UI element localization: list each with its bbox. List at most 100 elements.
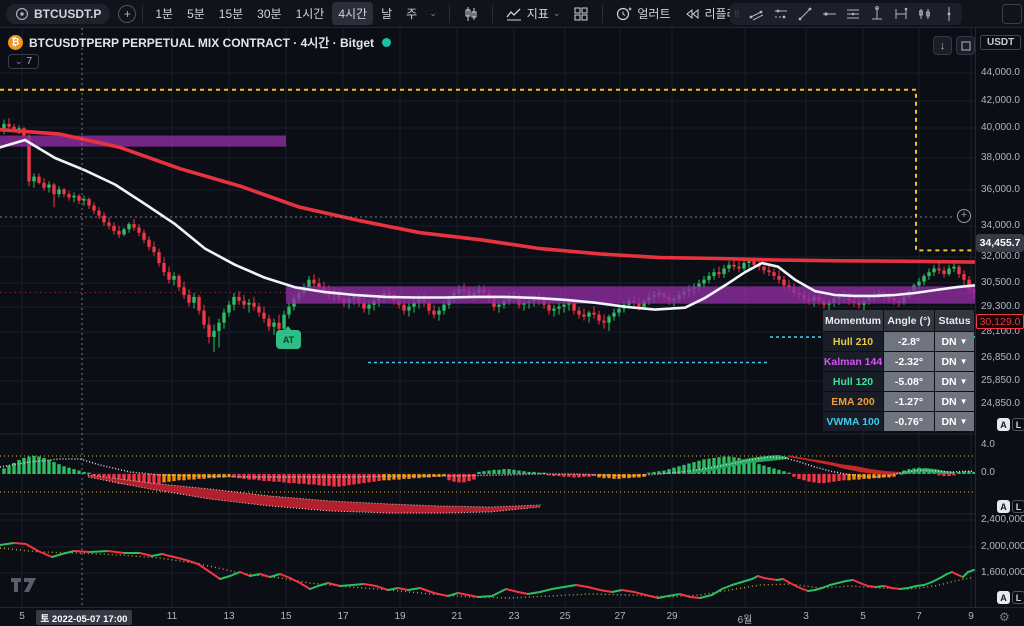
crosshair-price-label: 34,455.7 (976, 234, 1024, 252)
btc-icon: ₿ (8, 35, 23, 50)
momentum-name: Hull 210 (823, 332, 883, 351)
add-alert-plus-icon[interactable]: + (957, 209, 971, 223)
price-tick: 26,850.0 (981, 352, 1020, 363)
interval-button-5분[interactable]: 5분 (187, 7, 205, 21)
parallel-lines-icon[interactable] (844, 5, 862, 23)
indicators-label: 지표 (526, 7, 549, 21)
divider (142, 4, 144, 23)
time-tick: 3 (803, 611, 809, 622)
price-tick: 42,000.0 (981, 95, 1020, 106)
indicators-icon (506, 8, 521, 20)
date-range-icon[interactable] (892, 5, 910, 23)
price-tick: 24,850.0 (981, 398, 1020, 409)
momentum-angle: -2.32° (884, 352, 934, 371)
price-tick: 38,000.0 (981, 152, 1020, 163)
momentum-status: DN ▼ (935, 372, 974, 391)
price-tick: 28,100.0 (981, 326, 1020, 337)
replay-icon (685, 8, 698, 19)
interval-dropdown[interactable]: ⌄ (429, 8, 437, 18)
trend-line-icon[interactable] (796, 5, 814, 23)
price-tick: 25,850.0 (981, 375, 1020, 386)
indicator-collapse-chip[interactable]: ⌄ 7 (8, 54, 40, 69)
square-icon (961, 41, 970, 50)
drag-handle[interactable]: ⠿ (734, 9, 741, 19)
alert-clock-icon (617, 7, 632, 20)
symbol-label: BTCUSDT.P (34, 6, 102, 21)
market-status-dot[interactable] (382, 38, 391, 47)
compare-add-button[interactable]: + (118, 4, 137, 23)
chevron-down-icon: ⌄ (15, 56, 23, 66)
chart-title: BTCUSDTPERP PERPETUAL MIX CONTRACT · 4시간… (29, 36, 374, 50)
chart-style-button[interactable] (456, 2, 486, 26)
indicators-button[interactable]: 지표 ⌄ (499, 2, 567, 26)
momentum-table: Momentum Angle (°) Status Hull 210 -2.8° DN ▼ K… (823, 310, 974, 431)
time-tick: 9 (968, 611, 974, 622)
symbol-search-icon (16, 7, 28, 20)
price-axis[interactable]: USDT 44,000.0 42,000.0 40,000.0 38,000.0 36,… (976, 28, 1024, 608)
settings-gear-icon[interactable]: ⚙ (999, 610, 1010, 624)
fullscreen-button[interactable] (1002, 4, 1022, 24)
auto-scale-button-main[interactable]: A (997, 418, 1010, 431)
divider (602, 4, 604, 23)
currency-chip[interactable]: USDT (980, 35, 1022, 50)
momentum-status: DN ▼ (935, 392, 974, 411)
time-tick: 6월 (737, 615, 753, 626)
price-tick: 1,600,000.0 (981, 567, 1024, 578)
time-tick: 5 (19, 611, 25, 622)
divider (448, 4, 450, 23)
price-tick: 44,000.0 (981, 67, 1020, 78)
at-signal-badge[interactable]: AT (276, 326, 301, 349)
flat-channel-icon[interactable] (772, 5, 790, 23)
momentum-name: VWMA 100 (823, 412, 883, 431)
momentum-name: Hull 120 (823, 372, 883, 391)
momentum-header-1: Angle (°) (884, 310, 934, 331)
price-tick: 40,000.0 (981, 122, 1020, 133)
price-tick: 32,000.0 (981, 251, 1020, 262)
maximize-pane-button[interactable] (956, 36, 975, 55)
parallel-channel-icon[interactable] (748, 5, 766, 23)
bars-pattern-icon[interactable] (916, 5, 934, 23)
scroll-to-recent-button[interactable]: ↓ (933, 36, 952, 55)
chart-legend[interactable]: ₿ BTCUSDTPERP PERPETUAL MIX CONTRACT · 4… (8, 34, 391, 51)
interval-button-1분[interactable]: 1분 (155, 7, 174, 21)
vertical-line-icon[interactable] (940, 5, 958, 23)
time-tick: 17 (337, 611, 349, 622)
log-scale-button-panel2[interactable]: L (1012, 591, 1024, 604)
auto-scale-button-panel1[interactable]: A (997, 500, 1010, 513)
horizontal-ray-icon[interactable] (820, 5, 838, 23)
interval-button-15분[interactable]: 15분 (218, 7, 244, 21)
candles-icon (465, 6, 477, 21)
price-tick: 34,000.0 (981, 220, 1020, 231)
alert-button[interactable]: 얼러트 (609, 2, 676, 26)
crosshair-date-label: 토 2022-05-07 17:00 (36, 610, 132, 625)
interval-group: 1분 5분 15분 30분 1시간 4시간 날 주 (149, 2, 423, 25)
price-tick: 2,000,000.0 (981, 541, 1024, 552)
time-axis[interactable]: 5 11 13 15 17 19 21 23 25 27 29 6월 3 5 7 9 토 2022-05-07… (0, 607, 1024, 626)
momentum-angle: -2.8° (884, 332, 934, 351)
price-tick: 30,500.0 (981, 277, 1020, 288)
interval-button-30분[interactable]: 30분 (257, 7, 282, 21)
layout-grid-icon (574, 7, 588, 20)
vertical-measure-icon[interactable] (868, 5, 886, 23)
interval-button-1시간[interactable]: 1시간 (295, 7, 325, 21)
log-scale-button-main[interactable]: L (1012, 418, 1024, 431)
symbol-button[interactable]: BTCUSDT.P (6, 3, 111, 24)
auto-scale-button-panel2[interactable]: A (997, 591, 1010, 604)
divider (491, 4, 493, 23)
interval-button-주[interactable]: 주 (406, 7, 418, 21)
time-tick: 19 (394, 611, 406, 622)
interval-button-4시간[interactable]: 4시간 (332, 2, 374, 25)
alert-label: 얼러트 (637, 7, 671, 21)
log-scale-button-panel1[interactable]: L (1012, 500, 1024, 513)
price-tick: 4.0 (981, 439, 995, 450)
price-tick: 36,000.0 (981, 184, 1020, 195)
interval-button-날[interactable]: 날 (381, 7, 393, 21)
tradingview-logo[interactable] (10, 575, 44, 600)
price-tick: 2,400,000.0 (981, 514, 1024, 525)
indicator-count: 7 (26, 56, 33, 67)
momentum-angle: -1.27° (884, 392, 934, 411)
time-tick: 11 (166, 611, 178, 622)
layout-templates-button[interactable] (566, 2, 596, 26)
